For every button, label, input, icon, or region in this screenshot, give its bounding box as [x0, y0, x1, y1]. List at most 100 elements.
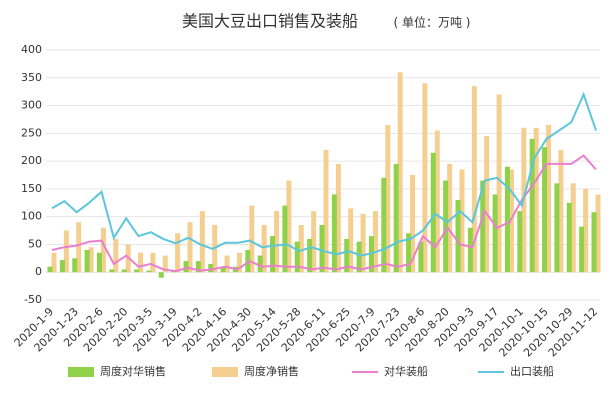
bar: [286, 180, 292, 273]
bar: [566, 202, 572, 273]
bar: [434, 130, 440, 273]
bar: [220, 266, 226, 273]
bar: [298, 225, 304, 273]
bar: [72, 258, 78, 273]
bar: [138, 252, 144, 273]
bar: [397, 72, 403, 273]
bar: [492, 194, 498, 273]
bar: [311, 211, 317, 273]
bar: [480, 180, 486, 273]
bar: [546, 125, 552, 273]
y-tick-label: 200: [21, 154, 42, 167]
y-tick-label: 0: [35, 265, 42, 278]
legend-label: 出口装船: [510, 364, 554, 378]
bar: [348, 208, 354, 273]
bar: [307, 238, 313, 273]
bar: [422, 83, 428, 273]
bar: [591, 212, 597, 273]
bar: [294, 241, 300, 273]
bar: [517, 211, 523, 273]
bar: [554, 183, 560, 273]
bar: [393, 163, 399, 273]
y-tick-label: 250: [21, 126, 42, 139]
bar: [195, 261, 201, 273]
bar: [418, 241, 424, 273]
chart-subtitle: ( 单位：万吨 ): [394, 15, 471, 30]
legend-label: 周度对华销售: [100, 364, 166, 378]
bar: [158, 272, 164, 278]
bar: [245, 250, 251, 273]
bar: [331, 194, 337, 273]
bar: [162, 255, 168, 273]
bar: [558, 150, 564, 273]
legend-label: 周度净销售: [244, 364, 299, 378]
bar: [496, 94, 502, 273]
y-tick-label: 350: [21, 71, 42, 84]
bar: [484, 136, 490, 273]
bar: [261, 225, 267, 273]
y-tick-label: 150: [21, 182, 42, 195]
bar: [183, 261, 189, 273]
bar: [447, 163, 453, 273]
y-tick-label: 50: [28, 237, 42, 250]
bar: [471, 86, 477, 273]
bar: [146, 270, 152, 273]
bar: [385, 125, 391, 273]
line: [51, 91, 597, 257]
bar: [76, 222, 82, 273]
bar: [51, 252, 57, 273]
bar: [430, 152, 436, 273]
legend-label: 对华装船: [384, 364, 428, 378]
bar: [335, 163, 341, 273]
y-tick-label: 100: [21, 210, 42, 223]
bar: [542, 147, 548, 273]
bar: [150, 252, 156, 273]
bar: [529, 138, 535, 273]
bar: [63, 230, 69, 273]
bar: [59, 260, 65, 273]
bar: [134, 269, 140, 273]
bar: [224, 255, 230, 273]
bar: [410, 175, 416, 273]
bar: [319, 225, 325, 273]
bar: [100, 227, 106, 273]
bar: [236, 252, 242, 273]
legend-swatch: [212, 367, 238, 377]
bar: [459, 169, 465, 273]
bar: [323, 150, 329, 273]
bar: [360, 213, 366, 273]
line: [51, 154, 597, 273]
bar: [381, 177, 387, 273]
bar: [249, 205, 255, 273]
bar: [199, 211, 205, 273]
bar: [595, 194, 601, 273]
bar: [121, 269, 127, 273]
bar: [175, 233, 181, 273]
bar: [282, 205, 288, 273]
bar: [113, 238, 119, 273]
bar: [443, 180, 449, 273]
bar: [372, 211, 378, 273]
bar: [583, 188, 589, 273]
bar: [274, 211, 280, 273]
bar: [344, 238, 350, 273]
bar: [47, 266, 53, 273]
bar: [96, 252, 102, 273]
bar: [88, 247, 94, 273]
bar: [579, 226, 585, 273]
chart-title: 美国大豆出口销售及装船: [182, 12, 358, 31]
bar: [508, 169, 514, 273]
bar: [467, 227, 473, 273]
bar: [257, 255, 263, 273]
bar: [84, 250, 90, 273]
y-tick-label: -50: [24, 293, 42, 306]
bar: [270, 236, 276, 273]
bar: [356, 241, 362, 273]
bar: [570, 183, 576, 273]
legend-swatch: [68, 367, 94, 377]
bar: [187, 222, 193, 273]
bar: [455, 200, 461, 273]
y-tick-label: 400: [21, 43, 42, 56]
bar: [406, 233, 412, 273]
